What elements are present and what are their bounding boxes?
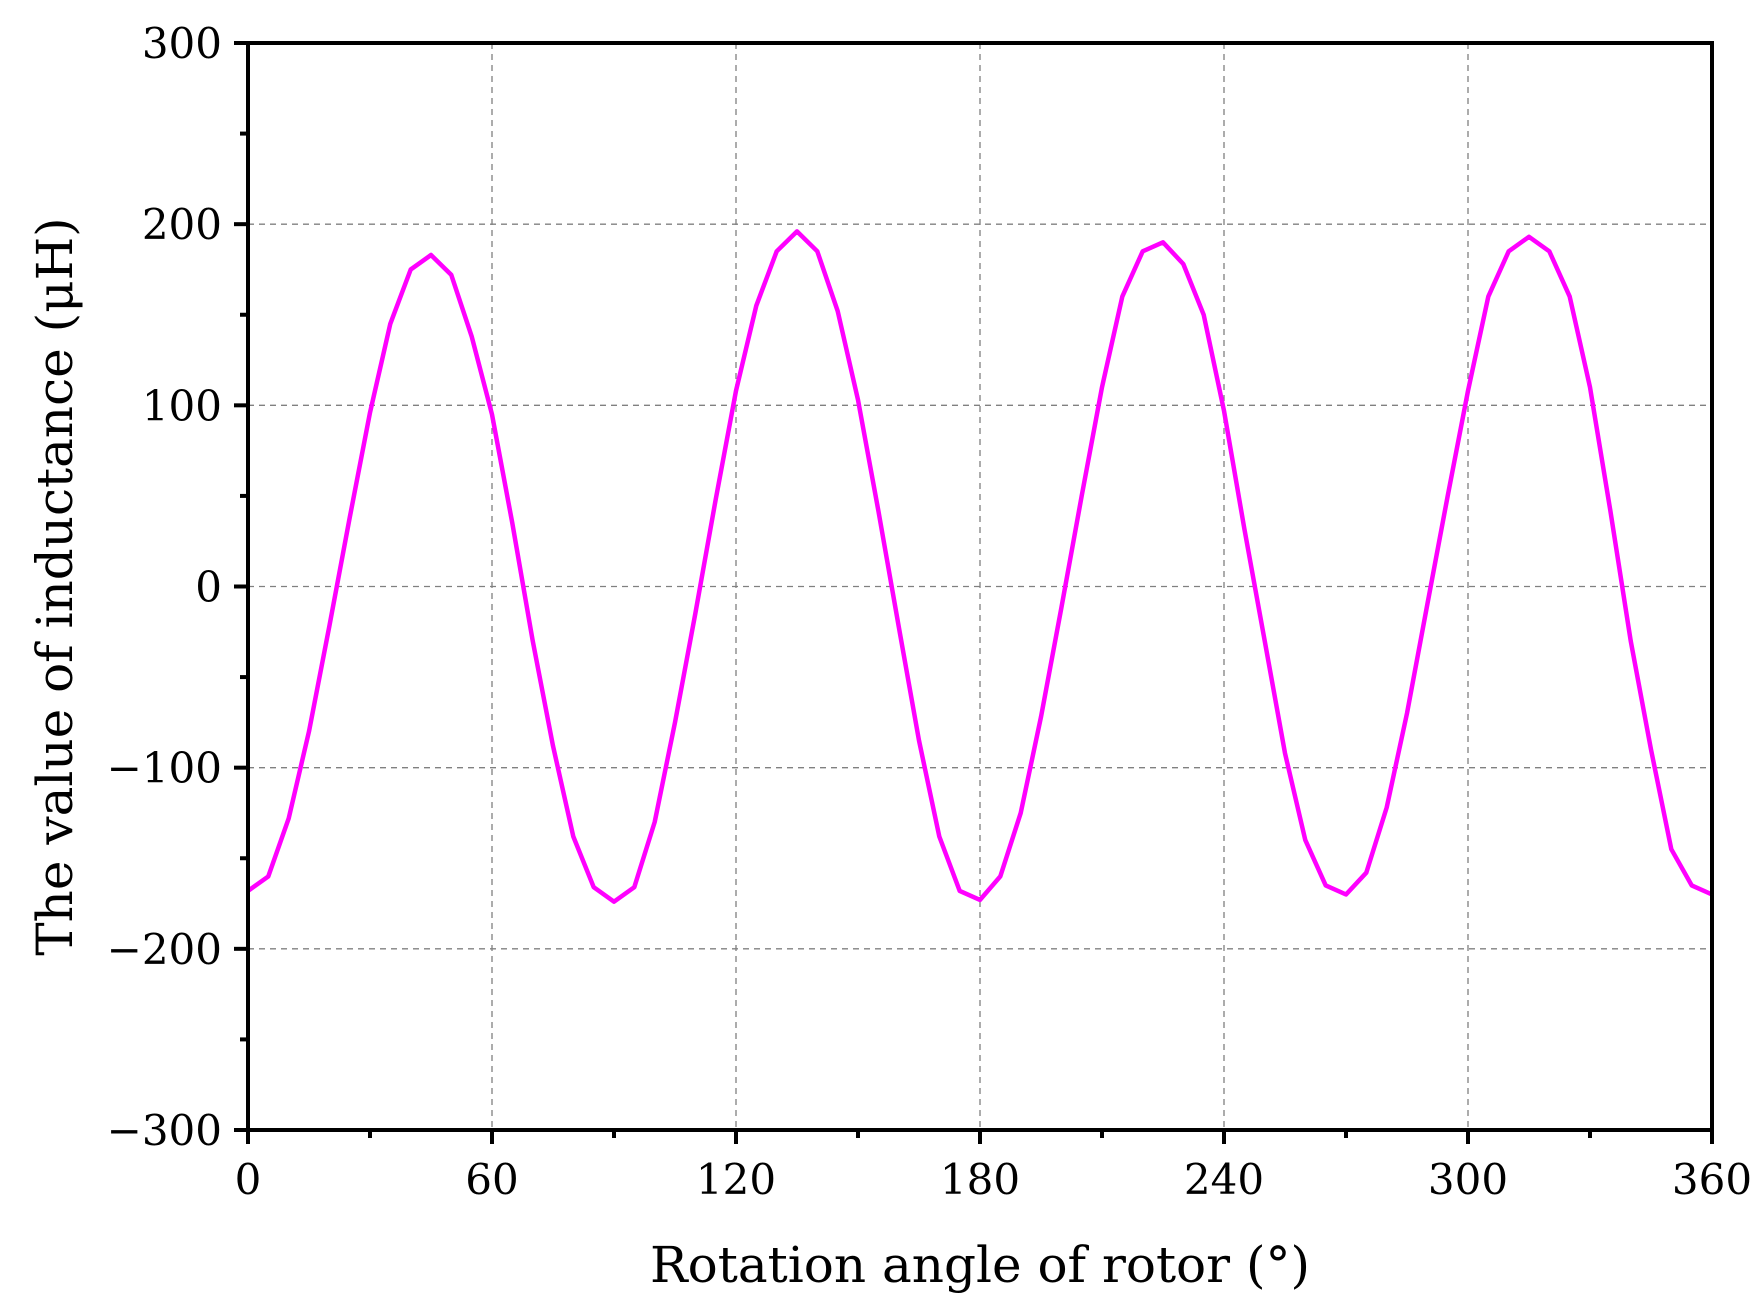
series-points xyxy=(247,231,1713,902)
x-tick-label: 60 xyxy=(465,1155,518,1204)
x-tick-label: 0 xyxy=(235,1155,262,1204)
x-tick-label: 180 xyxy=(940,1155,1020,1204)
grid-lines xyxy=(248,43,1712,1130)
x-tick-label: 360 xyxy=(1672,1155,1752,1204)
y-tick-label: −300 xyxy=(107,1106,222,1155)
x-tick-label: 120 xyxy=(696,1155,776,1204)
y-tick-label: 0 xyxy=(195,563,222,612)
axis-ticks xyxy=(234,41,1714,1144)
y-tick-label: 300 xyxy=(142,19,222,68)
x-tick-label: 300 xyxy=(1428,1155,1508,1204)
tick-labels: 0 60 120 180 240 300 360 −300 −200 −100 0 100 200 300 xyxy=(107,19,1752,1204)
x-axis-title: Rotation angle of rotor (°) xyxy=(650,1236,1310,1294)
y-tick-label: 200 xyxy=(142,200,222,249)
y-tick-label: 100 xyxy=(142,381,222,430)
x-tick-label: 240 xyxy=(1184,1155,1264,1204)
y-tick-label: −200 xyxy=(107,925,222,974)
y-axis-title: The value of inductance (μH) xyxy=(26,217,84,955)
y-tick-label: −100 xyxy=(107,744,222,793)
